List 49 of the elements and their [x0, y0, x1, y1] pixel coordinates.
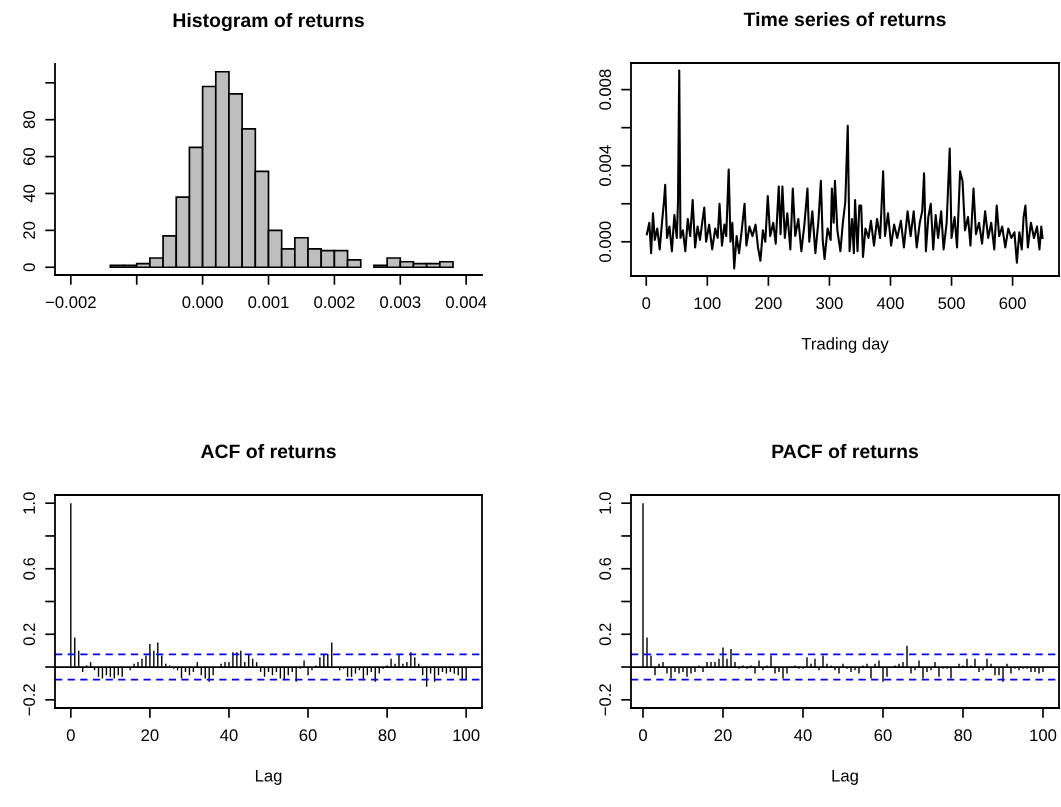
y-tick-label: −0.2: [23, 684, 36, 716]
y-tick-label: 20: [23, 221, 36, 239]
x-tick-label: 100: [1030, 729, 1057, 742]
line-series: [645, 69, 1044, 270]
y-tick-label: 0.000: [599, 221, 612, 262]
x-tick-label: 60: [299, 729, 317, 742]
x-tick-label: 0.002: [314, 296, 355, 309]
x-axis-title: Lag: [832, 769, 858, 785]
x-tick-label: 0: [639, 729, 647, 742]
x-tick-label: 500: [938, 297, 965, 310]
x-tick-label: 80: [954, 729, 972, 742]
chart-title: PACF of returns: [772, 443, 919, 459]
x-axis-title: Lag: [255, 769, 282, 785]
x-tick-label: 100: [694, 297, 721, 310]
y-tick-label: 0.6: [599, 557, 612, 580]
y-tick-label: 60: [23, 147, 36, 166]
x-tick-label: 0.001: [248, 296, 289, 309]
chart-title: Time series of returns: [743, 11, 946, 27]
x-tick-label: 0.000: [182, 296, 223, 309]
x-tick-label: 20: [714, 729, 732, 742]
x-tick-label: 600: [999, 297, 1026, 310]
y-tick-label: 0.2: [599, 623, 612, 646]
x-tick-label: 60: [874, 729, 892, 742]
x-tick-label: 0: [66, 729, 75, 742]
y-tick-label: 0.6: [23, 557, 36, 580]
y-tick-label: 1.0: [599, 492, 612, 514]
x-tick-label: 0.003: [380, 296, 421, 309]
x-tick-label: 40: [220, 729, 238, 742]
x-tick-label: 0: [642, 297, 651, 310]
y-tick-label: 40: [23, 184, 36, 203]
x-tick-label: 100: [453, 729, 480, 742]
chart-title: Histogram of returns: [173, 12, 364, 32]
y-tick-label: −0.2: [599, 684, 612, 716]
y-tick-label: 0.2: [23, 623, 36, 646]
x-tick-label: 200: [755, 297, 782, 310]
chart-title: ACF of returns: [200, 443, 336, 459]
y-tick-label: 0: [23, 263, 36, 272]
y-tick-label: 0.008: [599, 69, 612, 110]
y-tick-label: 80: [23, 111, 36, 129]
x-tick-label: 0.004: [445, 296, 487, 309]
x-tick-label: 80: [378, 729, 396, 742]
y-tick-label: 0.004: [599, 145, 612, 186]
y-tick-label: 1.0: [23, 492, 36, 514]
x-tick-label: −0.002: [45, 296, 96, 309]
x-axis-title: Trading day: [801, 337, 889, 353]
x-tick-label: 400: [876, 297, 904, 310]
x-tick-label: 40: [794, 729, 812, 742]
x-tick-label: 300: [816, 297, 843, 310]
x-tick-label: 20: [141, 729, 159, 742]
